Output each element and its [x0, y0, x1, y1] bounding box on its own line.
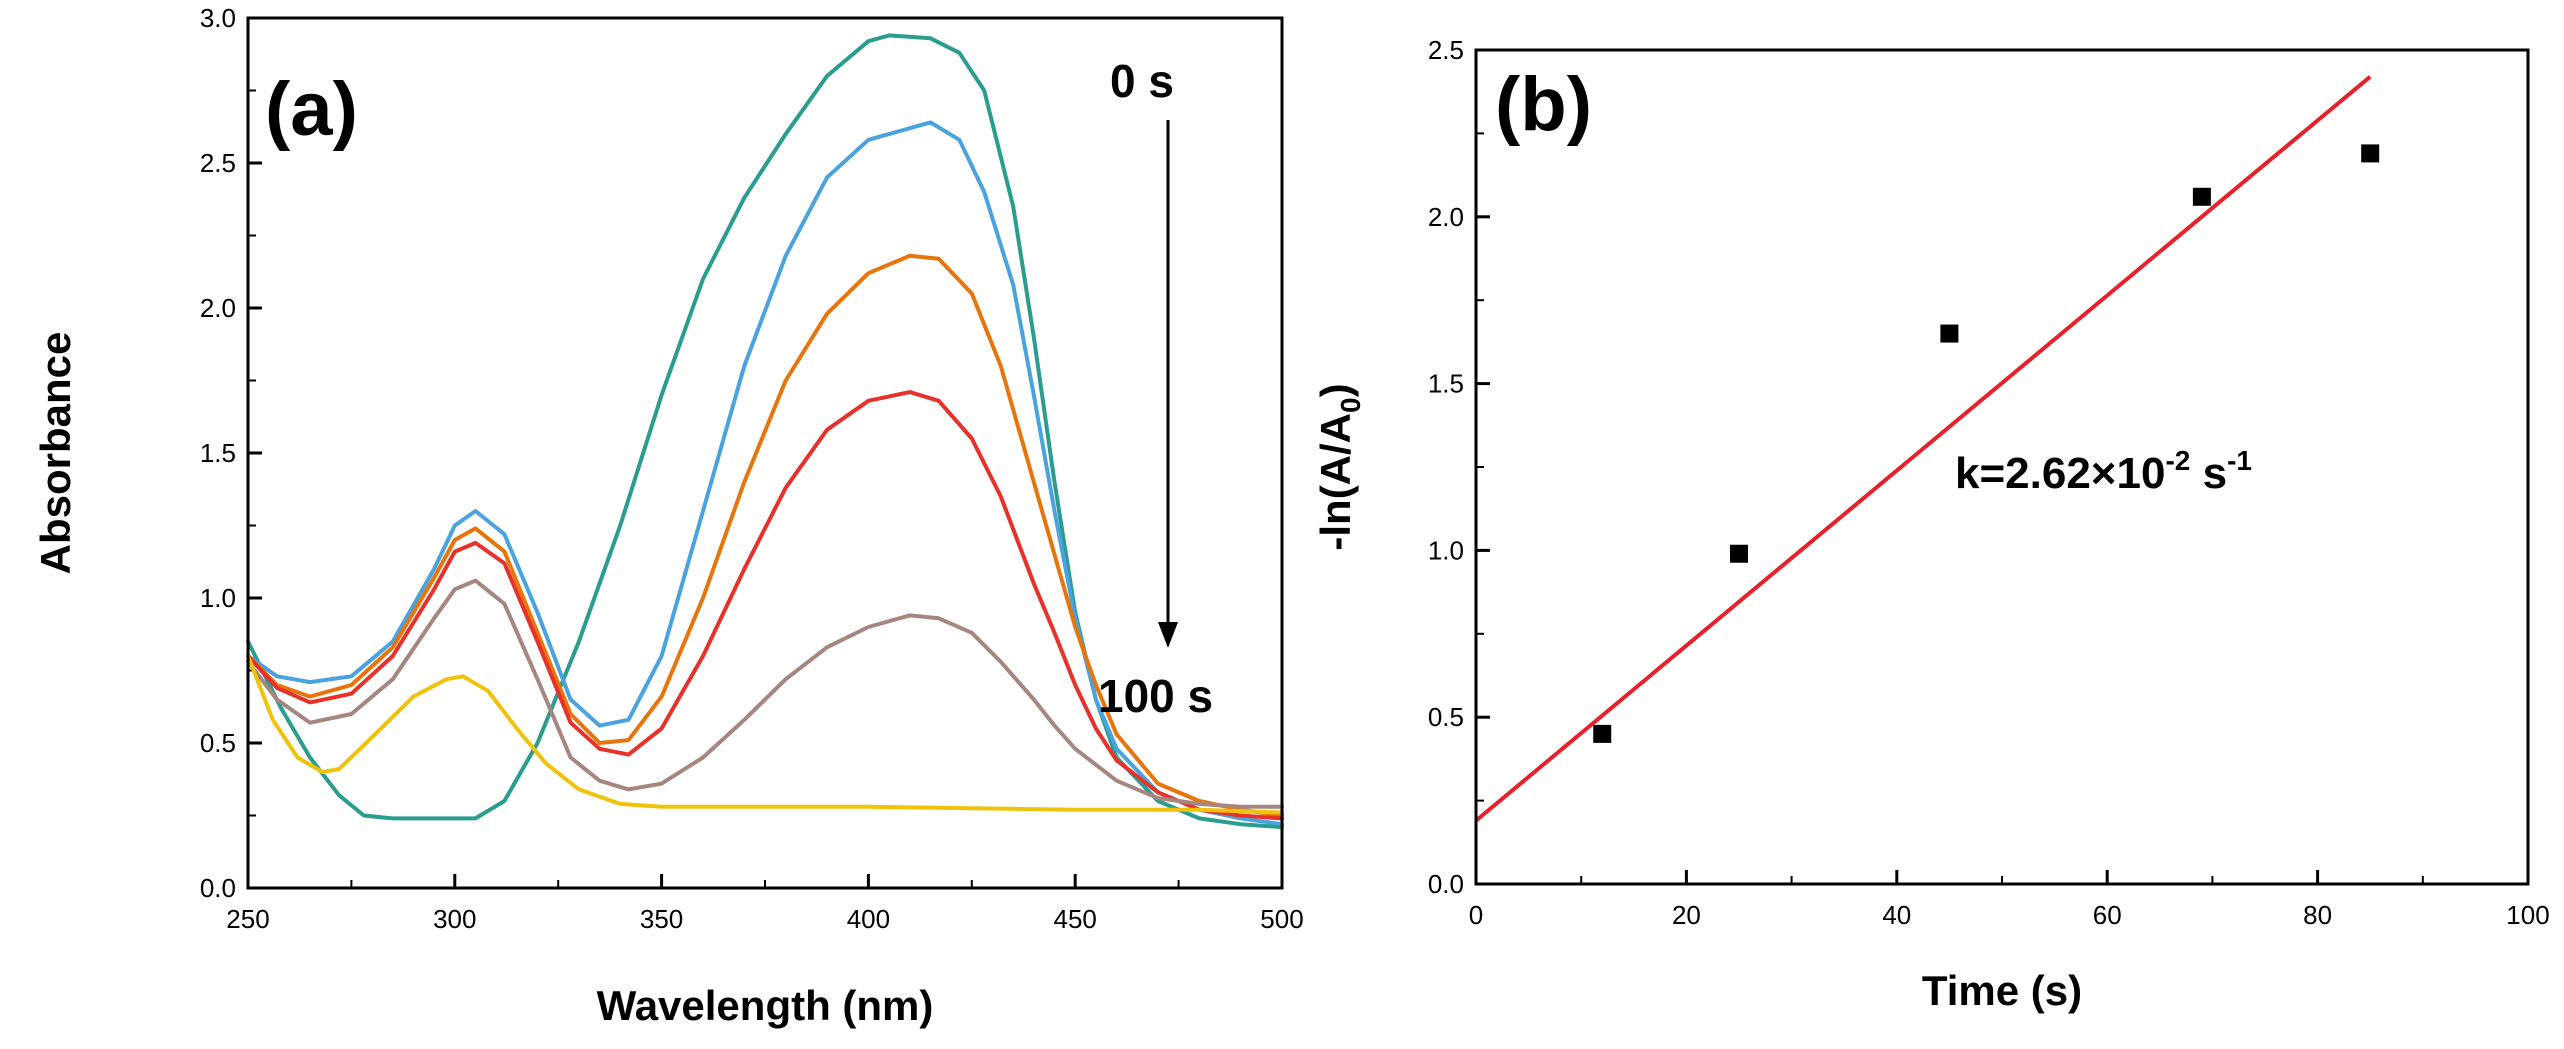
- spectrum-line-4: [246, 578, 1284, 809]
- panel-b-chart: 0.0 0.5 1.0 1.5 2.0 2.5 0 20 40 60 80 100 (b) Time…: [1312, 35, 2550, 1014]
- spectrum-line-5: [246, 654, 1284, 815]
- panel-b-xtick-label: 20: [1672, 900, 1701, 930]
- panel-a-xtick-label: 500: [1260, 904, 1303, 934]
- panel-a-xtick-label: 300: [433, 904, 476, 934]
- panel-b-xtick-label: 80: [2303, 900, 2332, 930]
- panel-b-ytick-label: 0.5: [1428, 702, 1464, 732]
- time-arrow-head: [1158, 622, 1178, 648]
- panel-b-xtick-label: 0: [1469, 900, 1483, 930]
- rate-constant-unit: s: [2190, 449, 2227, 498]
- spectrum-line-3: [246, 390, 1284, 821]
- panel-a-label: (a): [265, 67, 358, 152]
- panel-a-ytick-label: 2.5: [200, 148, 236, 178]
- rate-constant-annotation: k=2.62×10-2 s-1: [1955, 445, 2252, 498]
- data-point: [2192, 187, 2211, 206]
- panel-a-ytick-label: 3.0: [200, 3, 236, 33]
- panel-b-xtick-label: 40: [1882, 900, 1911, 930]
- data-point: [1940, 324, 1959, 343]
- panel-b-plot-frame: [1474, 48, 2530, 886]
- panel-a-xlabel: Wavelength (nm): [597, 982, 934, 1029]
- panel-b-ytick-label: 2.5: [1428, 35, 1464, 65]
- panel-a-plot-frame: [246, 16, 1284, 890]
- rate-constant-exp1: -2: [2165, 445, 2190, 476]
- panel-b-ylabel-sub: 0: [1335, 397, 1366, 413]
- panel-a-ytick-label: 0.5: [200, 728, 236, 758]
- panel-b-ytick-label: 0.0: [1428, 869, 1464, 899]
- panel-a-chart: 0.0 0.5 1.0 1.5 2.0 2.5 3.0 250 300 350 400 450 500…: [32, 3, 1304, 1029]
- panel-b-ytick-label: 1.5: [1428, 369, 1464, 399]
- rate-constant-main: k=2.62×10: [1955, 449, 2165, 498]
- data-point: [1730, 544, 1748, 563]
- panel-a-xtick-label: 250: [226, 904, 269, 934]
- panel-b-ylabel-close: ): [1312, 383, 1359, 397]
- spectrum-line-1: [246, 120, 1284, 827]
- rate-constant-exp2: -1: [2227, 445, 2252, 476]
- linear-fit-line: [1474, 75, 2372, 823]
- panel-a-xtick-label: 350: [640, 904, 683, 934]
- panel-a-ytick-label: 2.0: [200, 293, 236, 323]
- panel-b-xlabel: Time (s): [1922, 967, 2082, 1014]
- panel-b-ytick-label: 1.0: [1428, 535, 1464, 565]
- data-point: [1593, 724, 1612, 743]
- panel-b-ylabel: -ln(A/A0): [1312, 383, 1366, 550]
- panel-b-ylabel-main: -ln(A/A: [1312, 413, 1359, 551]
- panel-b-xtick-label: 60: [2093, 900, 2122, 930]
- panel-b-label: (b): [1495, 62, 1592, 147]
- panel-a-xtick-label: 400: [847, 904, 890, 934]
- panel-a-ylabel: Absorbance: [32, 332, 79, 575]
- panel-a-ytick-label: 0.0: [200, 873, 236, 903]
- data-point: [2361, 144, 2380, 163]
- panel-a-ytick-label: 1.5: [200, 438, 236, 468]
- spectrum-line-2: [246, 253, 1284, 818]
- panel-b-xtick-label: 100: [2506, 900, 2549, 930]
- end-time-label: 100 s: [1098, 670, 1213, 722]
- panel-a-ytick-label: 1.0: [200, 583, 236, 613]
- start-time-label: 0 s: [1110, 55, 1174, 107]
- panel-b-ytick-label: 2.0: [1428, 202, 1464, 232]
- panel-a-xtick-label: 450: [1054, 904, 1097, 934]
